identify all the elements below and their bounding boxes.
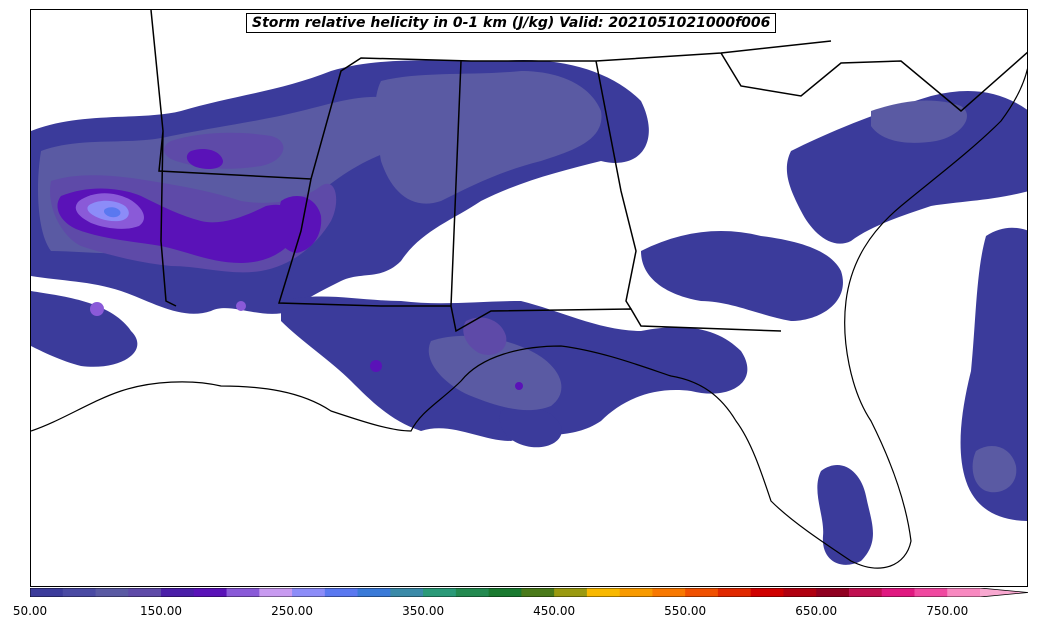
map-canvas [31,10,1027,569]
colorbar-outline [30,588,1028,597]
boundary-lines [31,10,1027,569]
helicity-level2-east [871,100,967,143]
colorbar-extend-arrow [980,588,1028,597]
helicity-spot-la [90,302,104,316]
colorbar-tick-label: 550.00 [664,604,707,618]
colorbar-tick-label: 750.00 [926,604,969,618]
helicity-level2-atlantic [972,446,1017,493]
colorbar-segment [619,588,653,597]
helicity-spot-gulf [515,382,523,390]
map-title: Storm relative helicity in 0-1 km (J/kg)… [246,13,777,33]
colorbar-segment [816,588,850,597]
colorbar-segment [685,588,719,597]
helicity-region-georgia [641,231,843,321]
colorbar-segment [161,588,195,597]
colorbar-segment [554,588,588,597]
colorbar-segment [62,588,97,597]
helicity-level7-core [103,207,121,218]
colorbar [30,588,1028,597]
colorbar-segment [586,588,621,597]
helicity-level2-gulf [428,335,562,411]
helicity-region-florida [817,465,873,565]
colorbar-segment [324,588,359,597]
colorbar-tick-label: 650.00 [795,604,838,618]
helicity-level2-central [375,71,602,204]
colorbar-segment [226,588,260,597]
colorbar-segment [848,588,883,597]
colorbar-segment [750,588,784,597]
colorbar-tick-label: 250.00 [271,604,314,618]
colorbar-segment [881,588,915,597]
helicity-region-west-lower [31,291,138,367]
helicity-region-gulf [499,406,562,448]
map-frame [30,9,1028,587]
colorbar-segment [455,588,490,597]
colorbar-segment [914,588,948,597]
colorbar-tick-label: 150.00 [140,604,183,618]
colorbar-segment [193,588,228,597]
helicity-spot-coast [370,360,382,372]
colorbar-segment [128,588,162,597]
helicity-level3-gulf [463,317,507,356]
colorbar-segment [488,588,522,597]
colorbar-tick-label: 350.00 [402,604,445,618]
helicity-region-atlantic [960,227,1027,521]
colorbar-segment [357,588,391,597]
colorbar-segment [652,588,686,597]
colorbar-segment [783,588,817,597]
colorbar-segment [521,588,555,597]
colorbar-tick-label: 50.00 [12,604,48,618]
helicity-level4-north [186,149,223,169]
colorbar-segment [95,588,129,597]
helicity-spot-ms [236,301,246,311]
coastline [31,68,1027,569]
helicity-region-east [786,91,1027,244]
colorbar-segment [947,588,981,597]
helicity-level4-ms [275,196,322,253]
colorbar-segment [30,588,64,597]
colorbar-tick-label: 450.00 [533,604,576,618]
state-border-lines [150,10,1027,333]
helicity-field [31,60,1027,565]
colorbar-segment [259,588,293,597]
colorbar-segment [423,588,457,597]
colorbar-segment [390,588,424,597]
colorbar-segment [292,588,326,597]
colorbar-segment [717,588,752,597]
